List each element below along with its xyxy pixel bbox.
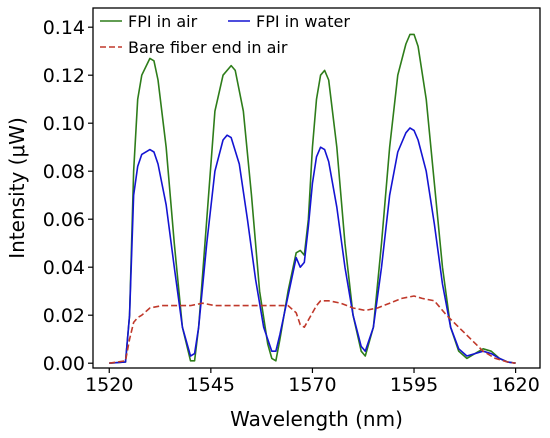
y-axis-label: Intensity (μW) [5, 117, 29, 259]
y-tick-label: 0.04 [43, 257, 85, 279]
y-tick-label: 0.12 [43, 65, 85, 87]
series-line-3 [109, 295, 516, 364]
legend-label-1: FPI in air [128, 12, 198, 31]
y-axis: 0.00 0.02 0.04 0.06 0.08 0.10 0.12 0.14 [43, 17, 93, 375]
y-tick-label: 0.00 [43, 353, 85, 375]
series-line-1 [109, 33, 516, 364]
series-line-2 [109, 127, 516, 364]
plot-frame [92, 7, 541, 369]
legend-label-2: FPI in water [256, 12, 350, 31]
y-tick-label: 0.08 [43, 161, 85, 183]
y-tick-label: 0.10 [43, 113, 85, 135]
x-tick-label: 1520 [85, 374, 133, 396]
y-tick-label: 0.02 [43, 305, 85, 327]
plot-area [109, 33, 516, 364]
legend: FPI in air FPI in water Bare fiber end in … [100, 12, 350, 57]
y-tick-label: 0.14 [43, 17, 85, 39]
legend-label-3: Bare fiber end in air [128, 38, 288, 57]
x-tick-label: 1620 [491, 374, 539, 396]
x-tick-label: 1545 [187, 374, 235, 396]
x-tick-label: 1570 [288, 374, 336, 396]
x-tick-label: 1595 [390, 374, 438, 396]
x-axis: 1520 1545 1570 1595 1620 [85, 368, 540, 396]
y-tick-label: 0.06 [43, 209, 85, 231]
x-axis-label: Wavelength (nm) [230, 407, 403, 431]
